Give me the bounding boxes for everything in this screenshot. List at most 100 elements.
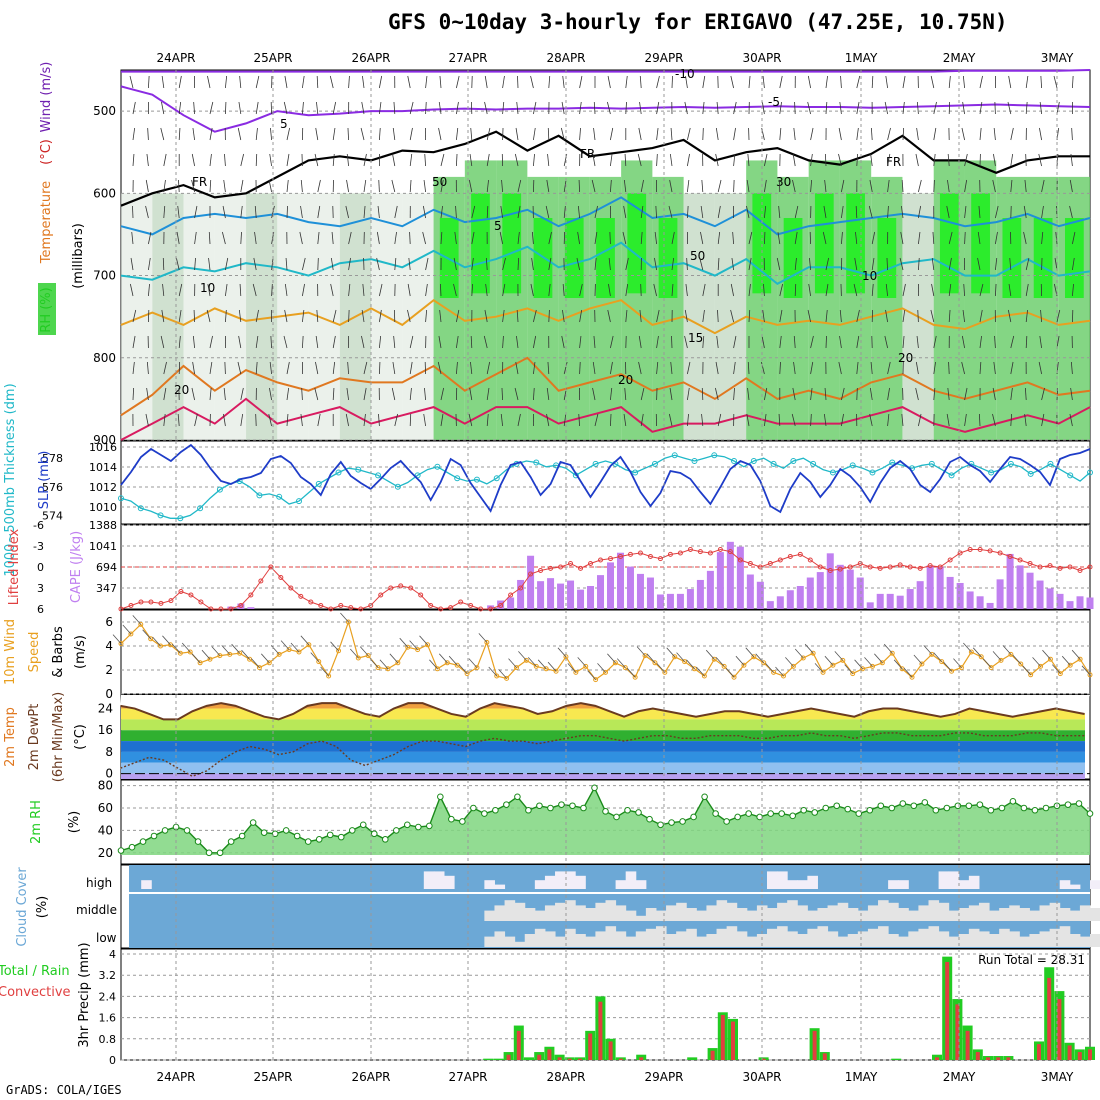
rh-point xyxy=(536,802,543,810)
cloud-cell-high xyxy=(1069,884,1081,889)
wind-barb xyxy=(669,387,673,401)
panel-frame-wind xyxy=(120,609,1091,695)
wind-barb xyxy=(194,257,196,271)
wind-point xyxy=(504,675,510,681)
precip-conv-bar xyxy=(1067,1045,1072,1060)
wind-barb xyxy=(762,75,765,89)
cloud-cell-low xyxy=(787,931,798,947)
wind-barb xyxy=(1007,101,1012,115)
wind-barb xyxy=(560,127,565,141)
rh-point xyxy=(249,819,257,826)
wind-barb xyxy=(870,127,873,141)
rh-point xyxy=(866,806,874,814)
wind-barb xyxy=(548,257,552,271)
wind-barb xyxy=(192,127,195,141)
wind-barb xyxy=(610,335,614,349)
precip-total-bar xyxy=(687,1057,698,1060)
wind-barb xyxy=(271,257,274,271)
cape-bar xyxy=(1046,588,1054,609)
wind-barb xyxy=(1025,101,1028,115)
wind-barb xyxy=(994,335,996,349)
temp-band xyxy=(121,773,1085,779)
wind-barb xyxy=(240,231,242,245)
cloud-cell-low xyxy=(696,936,707,947)
wind-barb xyxy=(225,75,228,89)
wind-barb xyxy=(993,127,996,141)
wind-barb xyxy=(455,205,457,219)
wind-barb-10m xyxy=(963,642,972,653)
wind-barb xyxy=(132,335,136,349)
wind-point xyxy=(306,642,312,648)
wind-barb xyxy=(748,231,753,245)
wind-barb xyxy=(825,101,828,115)
li-point xyxy=(1007,554,1013,559)
wind-barb-10m xyxy=(696,666,705,677)
wind-barb xyxy=(486,179,489,193)
wind-barb xyxy=(361,101,365,115)
wind-barb xyxy=(471,257,474,271)
cape-bar xyxy=(1056,593,1064,609)
cloud-cell-middle xyxy=(635,915,647,921)
wind-barb xyxy=(255,335,259,349)
wind-barb xyxy=(810,335,814,349)
cloud-cell-middle xyxy=(827,905,839,921)
cloud-cell-low xyxy=(575,934,586,947)
wind-barb xyxy=(563,205,566,219)
cloud-cell-middle xyxy=(817,908,829,921)
cloud-cell-middle xyxy=(504,900,516,921)
wind-barb xyxy=(748,283,751,297)
li-point xyxy=(1037,564,1043,570)
wind-barb xyxy=(776,257,781,271)
wind-barb xyxy=(948,309,951,323)
wind-barb xyxy=(748,309,751,323)
cloud-cell-middle xyxy=(908,910,919,921)
li-point xyxy=(767,561,773,566)
wind-barb xyxy=(240,153,245,167)
rh-point xyxy=(635,809,642,816)
wind-barb xyxy=(286,361,290,375)
cloud-cell-low xyxy=(544,931,556,947)
wind-barb xyxy=(1010,153,1014,167)
isotherm-label: -5 xyxy=(768,95,780,109)
wind-barb xyxy=(622,231,627,245)
y-tick-li: 0 xyxy=(37,561,44,574)
wind-barb xyxy=(439,283,442,297)
cloud-cell-high xyxy=(423,871,435,889)
wind-barb-10m xyxy=(132,615,142,625)
wind-barb xyxy=(207,75,211,89)
wind-barb xyxy=(147,127,149,141)
wind-barb xyxy=(625,309,628,323)
cloud-cell-middle xyxy=(696,910,707,921)
li-point xyxy=(1027,561,1033,566)
cloud-cell-low xyxy=(605,926,617,947)
wind-barb xyxy=(899,257,904,271)
precip-conv-bar xyxy=(945,961,950,1060)
wind-barb xyxy=(794,257,797,271)
wind-barb xyxy=(132,101,136,115)
wind-barb xyxy=(764,413,767,427)
li-point xyxy=(927,563,933,569)
wind-barb xyxy=(209,101,214,115)
wind-barb xyxy=(208,257,211,271)
wind-barb xyxy=(191,153,195,167)
cape-bar xyxy=(606,562,614,609)
wind-barb xyxy=(332,309,337,323)
wind-barb xyxy=(839,335,842,349)
wind-barb xyxy=(902,127,905,141)
wind-barb xyxy=(593,101,596,115)
rh-shade xyxy=(777,176,809,440)
rh-point xyxy=(304,838,312,845)
wind-barb xyxy=(468,413,473,427)
wind-barb-10m xyxy=(527,657,537,667)
wind-barb xyxy=(237,127,242,141)
wind-barb xyxy=(716,335,719,349)
wind-barb xyxy=(269,361,272,375)
wind-barb xyxy=(191,387,195,401)
wind-point xyxy=(800,655,806,661)
wind-barb xyxy=(500,205,503,219)
cloud-cell-middle xyxy=(888,902,899,921)
wind-barb-10m xyxy=(508,658,517,668)
wind-barb xyxy=(407,75,411,89)
cape-bar xyxy=(527,555,535,609)
wind-barb xyxy=(302,335,304,349)
